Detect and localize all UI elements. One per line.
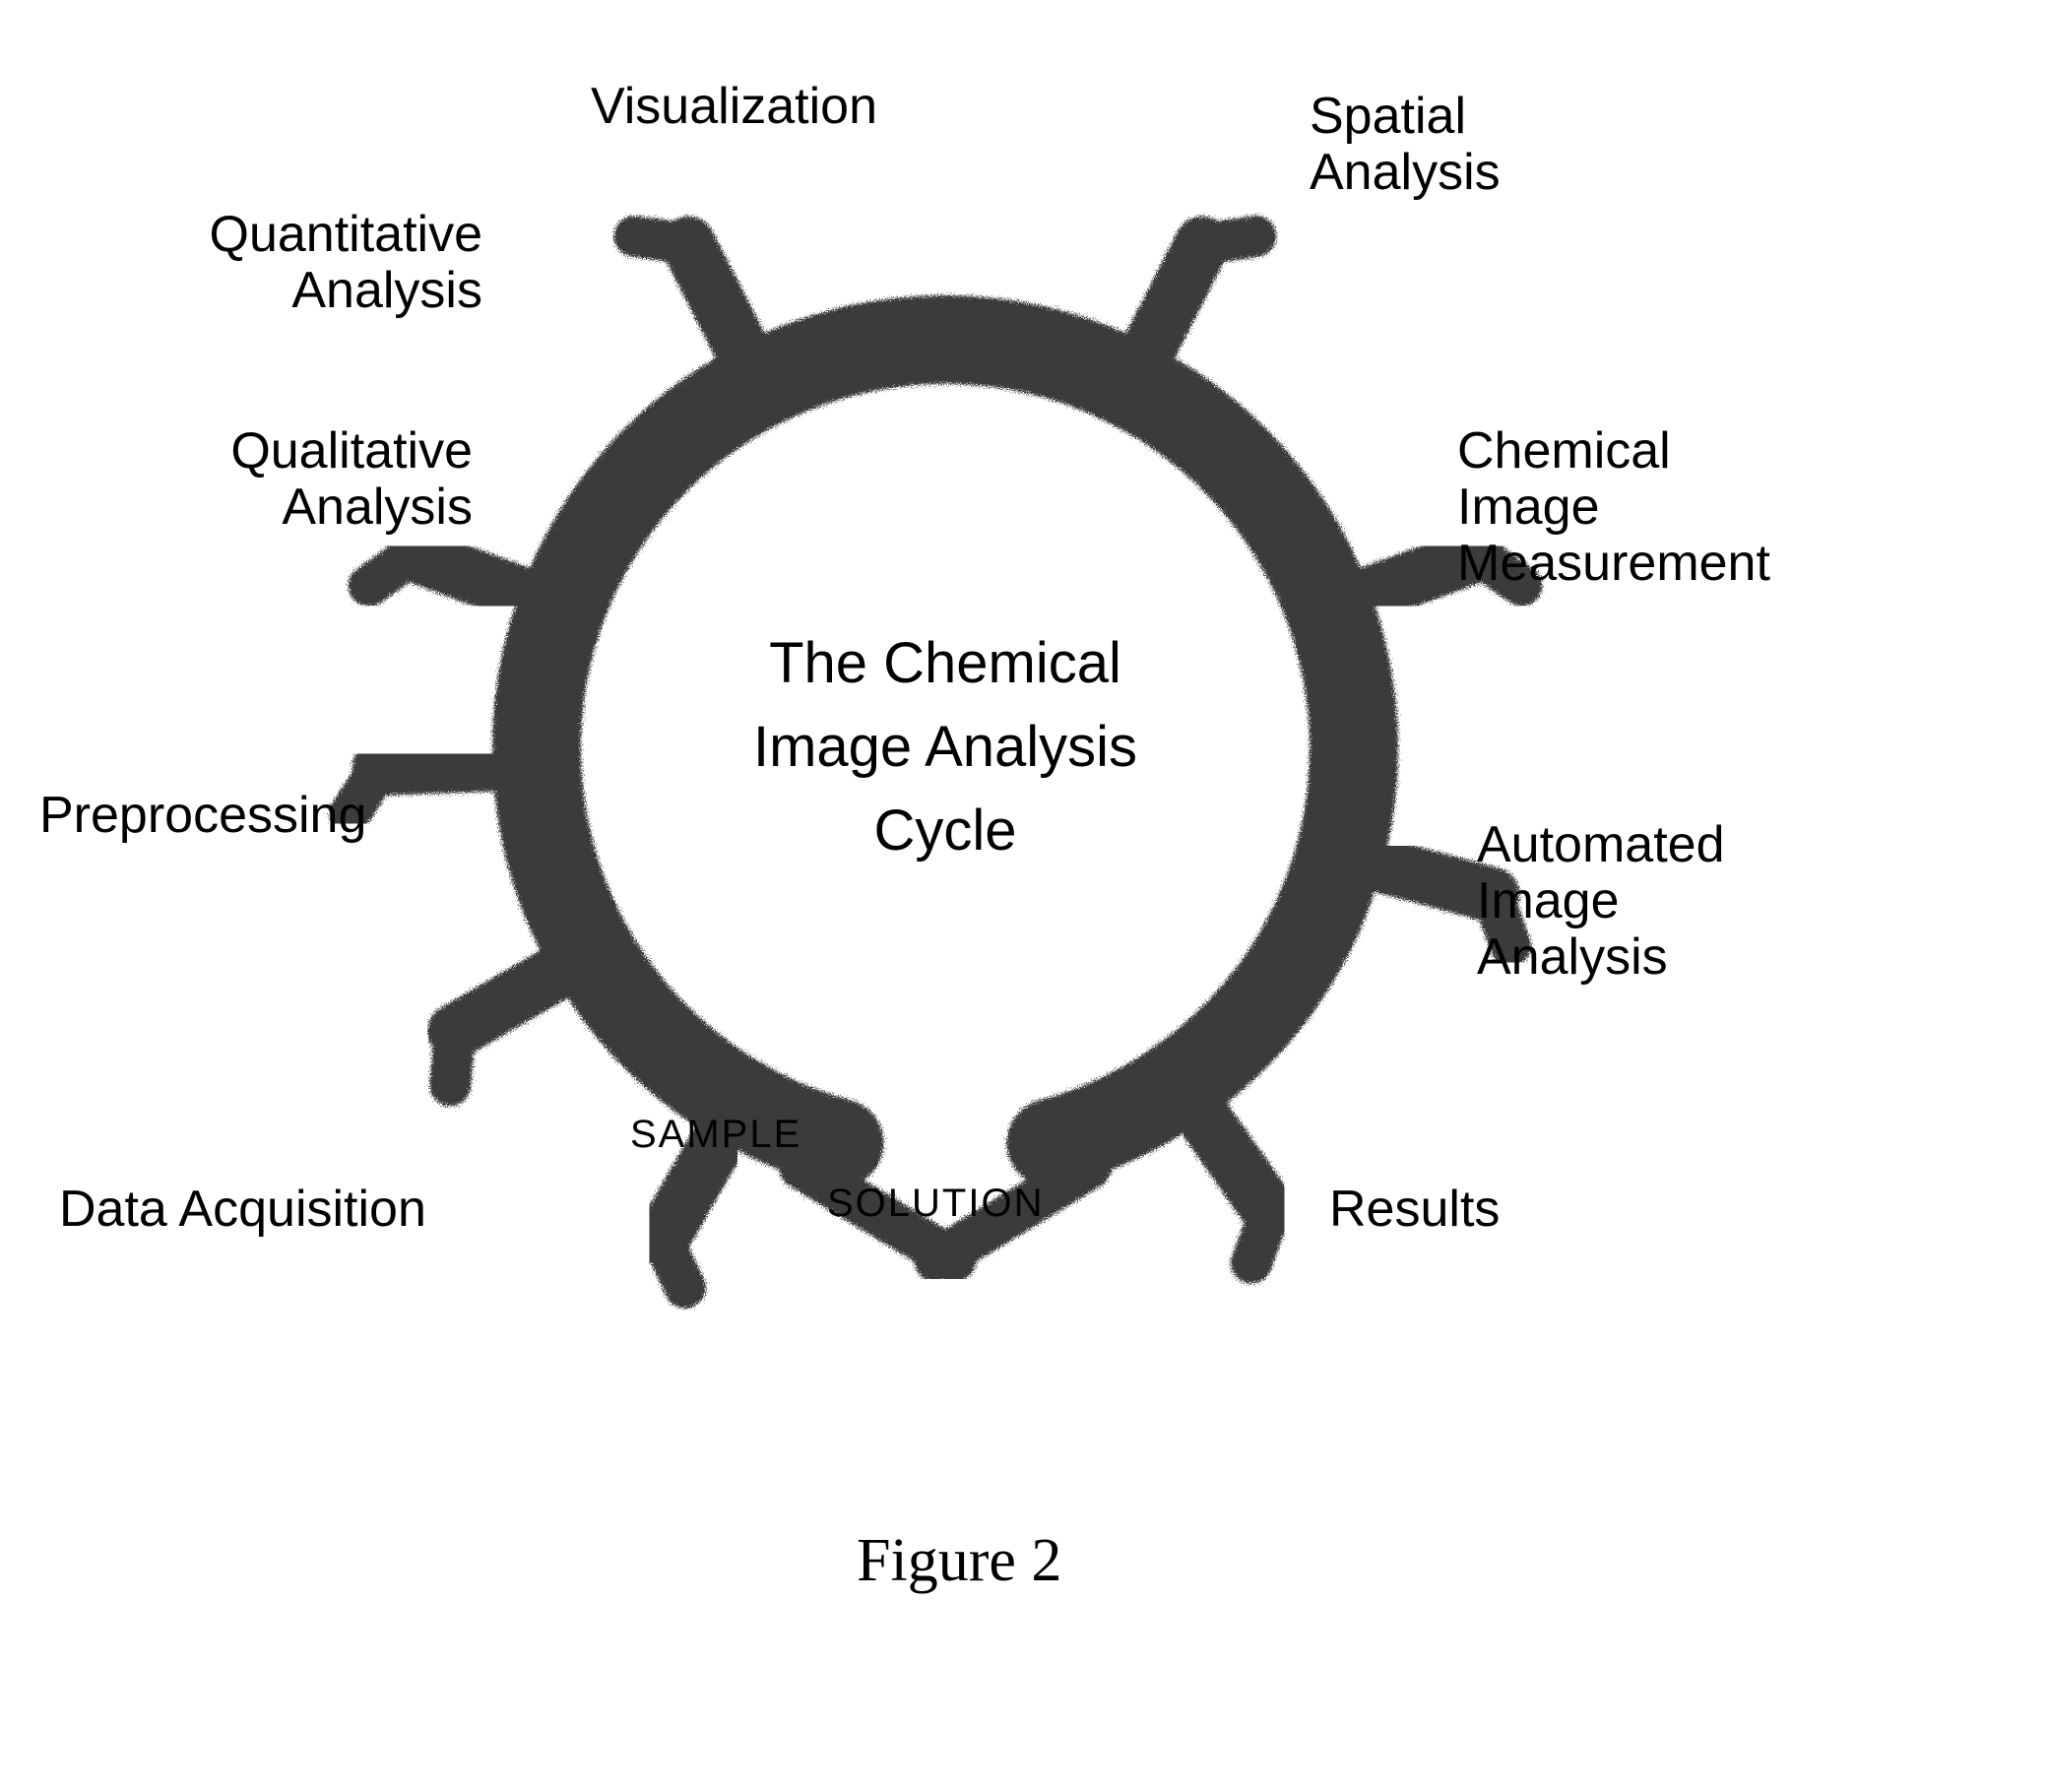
label-results: Results (1329, 1182, 1500, 1238)
gap-label-solution: SOLUTION (827, 1182, 1044, 1225)
label-visualization: Visualization (591, 79, 877, 135)
label-quantitative-analysis: Quantitative Analysis (128, 207, 482, 319)
center-title: The Chemical Image Analysis Cycle (689, 630, 1201, 864)
label-chemical-image-measurement: Chemical Image Measurement (1457, 423, 1770, 593)
spoke-2 (350, 764, 504, 814)
spoke-1 (369, 554, 531, 597)
label-spatial-analysis: Spatial Analysis (1310, 89, 1501, 201)
diagram-canvas: The Chemical Image Analysis Cycle SAMPLE… (0, 0, 2047, 1792)
label-preprocessing: Preprocessing (39, 788, 366, 844)
spoke-8 (1198, 1110, 1270, 1263)
center-title-line3: Cycle (689, 798, 1201, 864)
figure-caption: Figure 2 (857, 1526, 1061, 1596)
spoke-5 (1145, 236, 1255, 355)
label-data-acquisition: Data Acquisition (59, 1182, 426, 1238)
label-qualitative-analysis: Qualitative Analysis (158, 423, 473, 536)
label-automated-image-analysis: Automated Image Analysis (1477, 817, 1725, 987)
spoke-0 (634, 236, 744, 355)
gap-label-sample: SAMPLE (630, 1113, 801, 1156)
center-title-line2: Image Analysis (689, 714, 1201, 780)
spoke-3 (450, 969, 563, 1085)
center-title-line1: The Chemical (689, 630, 1201, 696)
